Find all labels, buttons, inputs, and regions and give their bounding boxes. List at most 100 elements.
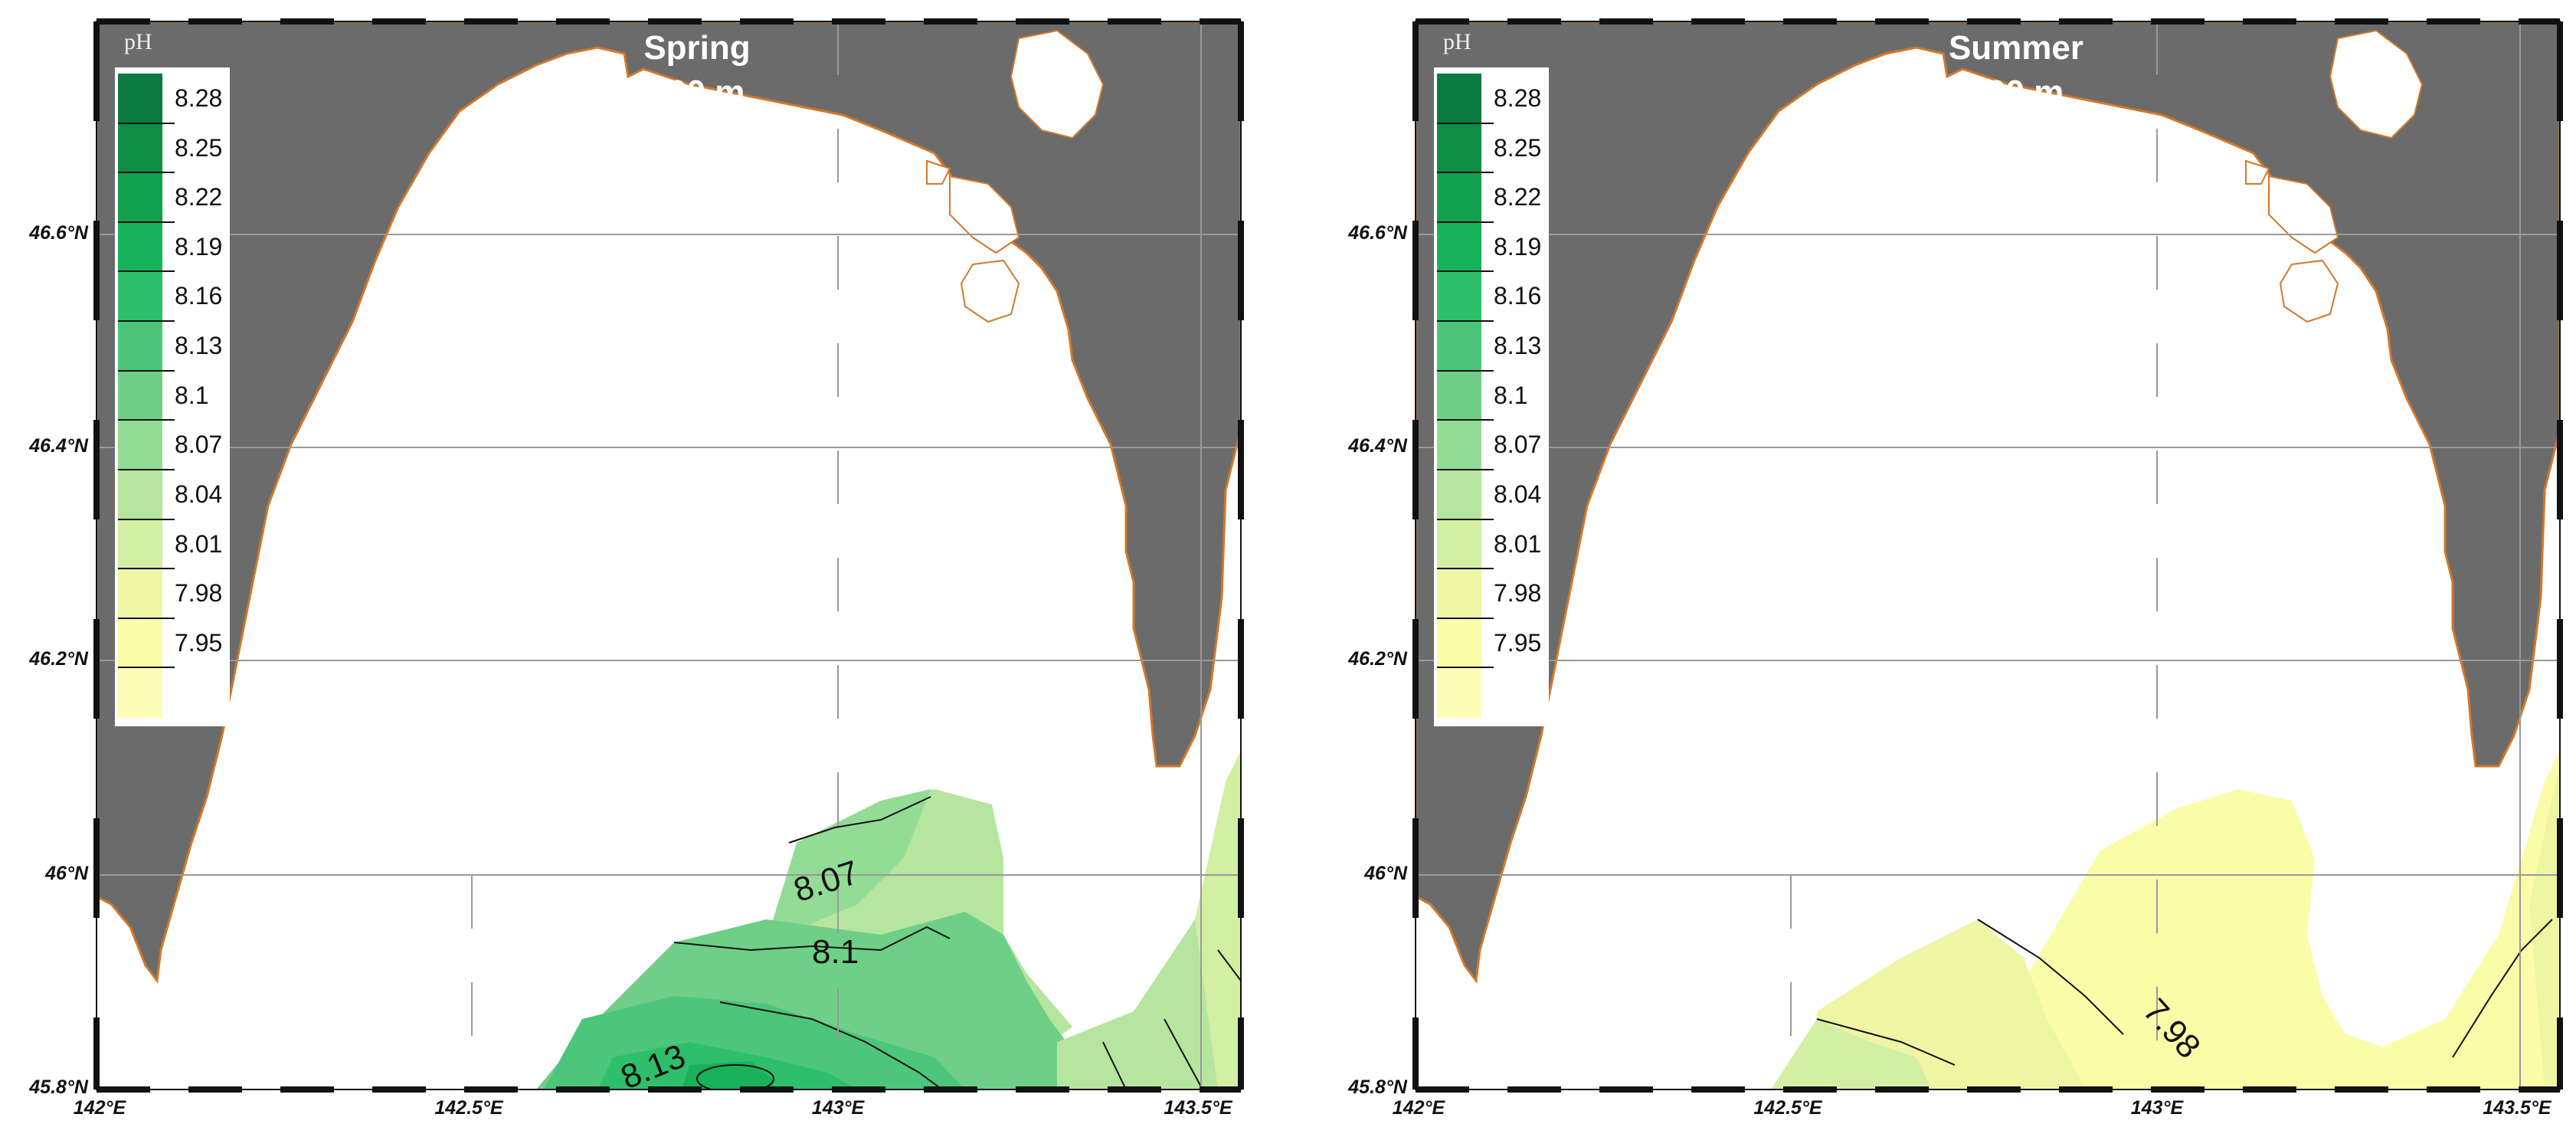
legend-label: 8.16 — [175, 282, 223, 310]
legend-tick — [118, 568, 175, 570]
legend-label: 8.07 — [1494, 431, 1542, 459]
legend-label: 8.22 — [1494, 183, 1542, 211]
legend-swatch — [1437, 221, 1481, 273]
legend-tick — [1437, 568, 1494, 570]
legend-label: 8.25 — [175, 133, 223, 162]
lat-label: 46.4°N — [29, 435, 88, 457]
legend-swatch — [1437, 172, 1481, 223]
panel-title-season: Summer — [1948, 29, 2084, 67]
legend-swatch — [1437, 321, 1481, 372]
legend-tick — [1437, 221, 1494, 223]
lon-label: 143°E — [2130, 1097, 2184, 1119]
ph-field-east-far — [1195, 751, 1241, 1089]
legend-tick — [1437, 122, 1494, 124]
ph-field-8.01 — [1771, 1019, 1932, 1089]
legend-label: 8.28 — [1494, 84, 1542, 112]
legend-label: 7.95 — [175, 628, 223, 657]
lat-label: 45.8°N — [29, 1076, 88, 1098]
legend-swatch — [1437, 420, 1481, 470]
ph-field-8.07 — [766, 789, 931, 942]
lat-label: 46.6°N — [29, 222, 88, 244]
ph-legend: pH 8.28 8.25 8.22 8.19 8.16 8.13 8.1 8.07 8.04 8.… — [1434, 29, 1549, 726]
lon-label: 142.5°E — [434, 1097, 503, 1119]
legend-swatch — [1437, 568, 1481, 619]
legend-swatch — [1437, 123, 1481, 174]
contour-lines-summer — [1816, 919, 2553, 1066]
legend-tick — [118, 468, 175, 470]
legend-swatch — [1437, 74, 1481, 124]
lagoon — [2329, 29, 2424, 139]
lon-label: 142°E — [73, 1097, 126, 1119]
legend-swatch — [118, 321, 162, 372]
legend-label: 8.22 — [175, 183, 223, 211]
legend-swatch — [1437, 271, 1481, 323]
ph-field-east — [1057, 751, 1241, 1089]
legend-label: 7.98 — [1494, 579, 1542, 608]
legend-tick — [118, 320, 175, 323]
lagoon — [926, 159, 951, 185]
lon-label: 143°E — [811, 1097, 865, 1119]
lat-label: 46.2°N — [29, 648, 88, 670]
legend-tick — [1437, 320, 1494, 323]
lat-label: 45.8°N — [1348, 1076, 1407, 1098]
panel-title-depth: 100 m — [1968, 74, 2064, 111]
map-panel-spring: pH 8.28 8.25 8.22 8.19 8.16 8.13 8.1 8.07 8.04 8.… — [0, 0, 1256, 1137]
lat-label: 46.6°N — [1348, 222, 1407, 244]
legend-swatch — [118, 519, 162, 570]
legend-swatch — [118, 469, 162, 520]
lon-label: 142°E — [1392, 1097, 1445, 1119]
legend-label: 8.16 — [1494, 282, 1542, 310]
legend-label: 8.01 — [1494, 529, 1542, 558]
lagoon — [2245, 159, 2270, 185]
legend-swatch — [118, 370, 162, 421]
legend-swatches: 8.28 8.25 8.22 8.19 8.16 8.13 8.1 8.07 8.04 8.01 7… — [1437, 74, 1541, 718]
lagoon — [960, 259, 1020, 323]
legend-label: 8.04 — [1494, 480, 1542, 508]
legend-label: 8.07 — [175, 431, 223, 459]
legend-tick — [118, 172, 175, 174]
ph-field-8.19 — [682, 1061, 774, 1089]
legend-label: 8.13 — [175, 332, 223, 360]
legend-tick — [1437, 518, 1494, 520]
legend-label: 8.04 — [175, 480, 223, 508]
legend-swatch — [1437, 469, 1481, 520]
contour-lines-spring — [673, 796, 1241, 1089]
ph-field-7.95 — [2024, 789, 2407, 1089]
legend-label: 8.13 — [1494, 332, 1542, 360]
legend-swatch — [118, 271, 162, 323]
legend-label: 8.25 — [1494, 133, 1542, 162]
panel-title-season: Spring — [643, 29, 751, 67]
lat-label: 46°N — [1364, 863, 1407, 884]
lon-label: 143.5°E — [2483, 1097, 2551, 1119]
legend-swatch — [118, 221, 162, 273]
legend-swatch — [1437, 667, 1481, 718]
legend-label: 8.01 — [175, 529, 223, 558]
map-panel-summer: pH 8.28 8.25 8.22 8.19 8.16 8.13 8.1 8.07 8.04 8.… — [1319, 0, 2575, 1137]
lon-label: 143.5°E — [1164, 1097, 1232, 1119]
legend-tick — [118, 221, 175, 223]
ph-field-east — [2376, 751, 2560, 1089]
legend-swatch — [118, 667, 162, 718]
legend-label: 7.95 — [1494, 628, 1542, 657]
legend-swatch — [1437, 519, 1481, 570]
lagoon — [2279, 259, 2339, 323]
lon-label: 142.5°E — [1753, 1097, 1822, 1119]
legend-swatch — [118, 123, 162, 174]
legend-title: pH — [124, 29, 152, 54]
legend-title: pH — [1443, 29, 1471, 54]
legend-label: 8.1 — [1494, 381, 1528, 409]
lat-label: 46.4°N — [1348, 435, 1407, 457]
legend-tick — [1437, 468, 1494, 470]
legend-swatch — [118, 420, 162, 470]
legend-tick — [1437, 667, 1494, 669]
legend-label: 8.1 — [175, 381, 209, 409]
legend-swatch — [118, 74, 162, 124]
legend-tick — [1437, 172, 1494, 174]
legend-swatch — [118, 172, 162, 223]
panel-title-summer: Summer 100 m — [1901, 26, 2131, 115]
legend-tick — [118, 419, 175, 421]
legend-tick — [118, 270, 175, 273]
graticule — [1416, 21, 2560, 1089]
legend-label: 8.28 — [175, 84, 223, 112]
legend-label: 7.98 — [175, 579, 223, 608]
